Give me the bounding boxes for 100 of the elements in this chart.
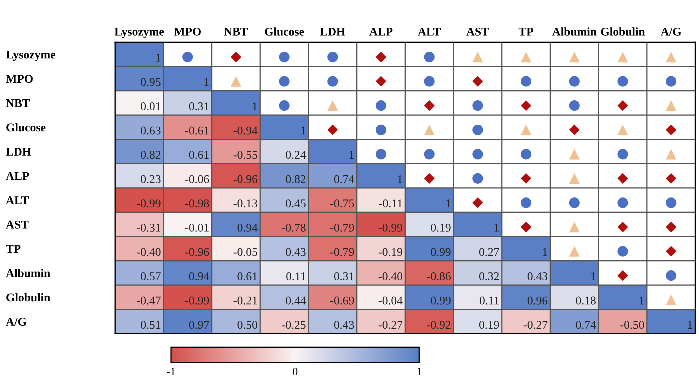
data-label: 0.24 (286, 151, 306, 160)
text: ● (376, 149, 387, 160)
y-tick-label: LDH (6, 148, 32, 156)
text: ◆ (666, 222, 677, 233)
data-label: 1 (253, 102, 258, 110)
data-label: -0.86 (427, 272, 451, 281)
data-label: 0.31 (334, 272, 354, 281)
data-label: 0.61 (189, 151, 209, 160)
text: ◆ (520, 222, 532, 233)
y-tick-label: AST (6, 220, 29, 229)
data-label: -0.19 (378, 248, 403, 256)
data-label: -0.79 (330, 248, 354, 256)
text: ▲ (520, 124, 532, 136)
text: ● (472, 100, 484, 112)
text: ◆ (618, 270, 628, 282)
data-label: -0.96 (185, 248, 210, 256)
text: ● (279, 76, 290, 87)
data-label: 0.96 (528, 296, 548, 305)
text: ◆ (618, 222, 628, 233)
text: ◆ (328, 124, 338, 136)
text: ● (279, 52, 290, 63)
text: ● (424, 76, 435, 87)
x-tick-label: NBT (224, 28, 248, 36)
text: ● (520, 149, 532, 160)
data-label: 0.31 (189, 102, 209, 111)
data-label: 0.43 (286, 248, 306, 256)
x-tick-label: Albumin (552, 28, 597, 36)
text: ● (376, 100, 387, 112)
data-label: 0.74 (334, 175, 354, 184)
text: ▲ (666, 294, 677, 306)
text: ● (472, 149, 484, 160)
text: ● (376, 124, 387, 136)
data-label: -0.75 (330, 200, 354, 208)
x-tick-label: AST (466, 28, 490, 36)
text: ◆ (472, 76, 484, 87)
data-label: 0.27 (479, 248, 500, 256)
text: ● (520, 198, 532, 208)
text: ● (618, 149, 628, 160)
x-tick-label: TP (518, 28, 534, 36)
data-label: 0.23 (141, 175, 161, 184)
data-label: -0.78 (282, 224, 306, 232)
data-label: -0.13 (234, 200, 258, 208)
text: ▲ (618, 124, 628, 136)
data-label: 0.43 (528, 272, 548, 281)
text: ◆ (520, 100, 532, 112)
data-label: 0.51 (141, 321, 161, 330)
data-label: 0.82 (141, 151, 161, 160)
data-label: -0.27 (524, 321, 548, 330)
data-label: -0.69 (330, 296, 354, 305)
data-label: 0.94 (189, 272, 210, 281)
text: ● (569, 76, 580, 87)
text: ● (666, 76, 677, 87)
color-bar-label: -1 (167, 368, 176, 376)
data-label: -0.11 (379, 200, 402, 208)
text: ● (569, 100, 580, 112)
data-label: -0.79 (330, 224, 354, 232)
data-label: -0.05 (234, 248, 258, 256)
data-label: -0.96 (234, 175, 258, 184)
x-tick-label: Glucose (265, 28, 304, 36)
text: ● (472, 124, 484, 136)
text: ● (472, 173, 484, 184)
text: ● (328, 76, 338, 87)
data-label: -0.27 (378, 321, 403, 330)
text: ▲ (666, 52, 677, 63)
text: ● (328, 52, 338, 63)
data-label: 0.99 (431, 248, 451, 256)
text: ▲ (520, 52, 532, 63)
data-label: 1 (398, 175, 402, 184)
x-tick-label: ALP (370, 28, 393, 36)
data-label: -0.98 (185, 200, 210, 208)
text: ◆ (472, 198, 484, 208)
data-label: 1 (543, 248, 548, 256)
data-label: -0.99 (378, 224, 403, 232)
data-label: -0.50 (620, 321, 644, 330)
text: ◆ (230, 52, 242, 63)
text: ● (569, 198, 580, 208)
text: ● (182, 52, 194, 63)
y-tick-label: ALT (6, 196, 30, 204)
data-label: 0.61 (238, 272, 258, 281)
data-label: 0.50 (238, 321, 258, 330)
text: ▲ (424, 124, 435, 136)
text: ◆ (666, 246, 677, 257)
text: ● (618, 246, 628, 257)
x-tick-label: MPO (174, 28, 202, 36)
data-label: 0.19 (479, 321, 500, 330)
data-label: -0.55 (234, 151, 258, 160)
text: ▲ (666, 100, 677, 112)
text: ◆ (424, 173, 435, 184)
text: ▲ (666, 149, 677, 160)
text: ● (424, 52, 435, 63)
text: ● (618, 76, 628, 87)
text: ▲ (472, 52, 484, 63)
data-label: 1 (301, 126, 306, 135)
data-label: 0.63 (141, 126, 161, 135)
data-label: -0.47 (137, 296, 161, 305)
data-label: 1 (688, 321, 692, 329)
text: ◆ (666, 173, 677, 184)
y-tick-label: NBT (6, 100, 30, 108)
y-tick-label: ALP (6, 172, 30, 180)
data-label: 0.19 (431, 224, 451, 232)
